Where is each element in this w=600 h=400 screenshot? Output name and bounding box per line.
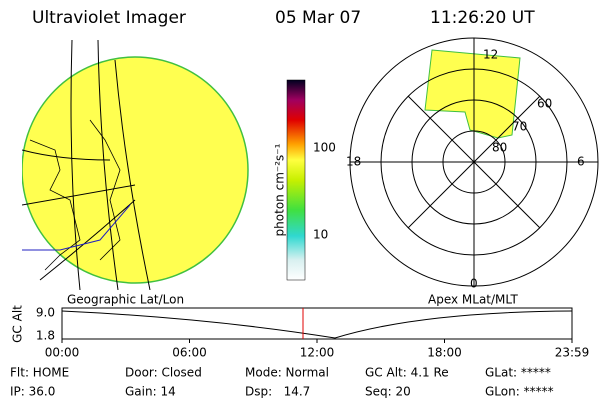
time: 11:26:20 UT: [430, 8, 535, 28]
mlt-label: 12: [483, 48, 498, 62]
lat-label: 70: [512, 120, 527, 134]
mlt-label: 6: [577, 155, 585, 169]
status-field: GLon: *****: [485, 385, 554, 399]
x-tick-label: 23:59: [555, 346, 590, 360]
colorbar-tick: 10: [313, 228, 328, 242]
timeline-ytick: 9.0: [36, 306, 55, 320]
status-field: Door: Closed: [125, 366, 202, 380]
lat-label: 80: [492, 141, 507, 155]
colorbar-label: photon cm⁻²s⁻¹: [273, 143, 287, 236]
x-tick-label: 06:00: [172, 346, 207, 360]
lat-label: 60: [537, 97, 552, 111]
status-field: Dsp: 14.7: [245, 385, 310, 399]
polar-plot: [349, 37, 599, 287]
status-field: GLat: *****: [485, 366, 551, 380]
colorbar: [286, 79, 306, 281]
x-tick-label: 12:00: [300, 346, 335, 360]
timeline-ylabel: GC Alt: [11, 305, 25, 343]
timeline-frame: [61, 307, 573, 340]
date: 05 Mar 07: [275, 8, 361, 28]
status-field: Seq: 20: [365, 385, 411, 399]
earth-image: [22, 40, 249, 290]
x-tick-label: 00:00: [45, 346, 80, 360]
x-tick-label: 18:00: [427, 346, 462, 360]
right-label: Apex MLat/MLT: [428, 293, 518, 307]
timeline-ytick: 1.8: [36, 329, 55, 343]
title: Ultraviolet Imager: [32, 8, 186, 28]
altitude-trace: [61, 310, 573, 339]
status-field: GC Alt: 4.1 Re: [365, 366, 449, 380]
mlt-label: 0: [470, 277, 478, 291]
mlt-label: 18: [346, 155, 361, 169]
status-field: IP: 36.0: [10, 385, 55, 399]
status-field: Mode: Normal: [245, 366, 329, 380]
status-field: Gain: 14: [125, 385, 176, 399]
left-label: Geographic Lat/Lon: [67, 293, 184, 307]
colorbar-tick: 100: [313, 141, 336, 155]
status-field: Flt: HOME: [10, 366, 69, 380]
